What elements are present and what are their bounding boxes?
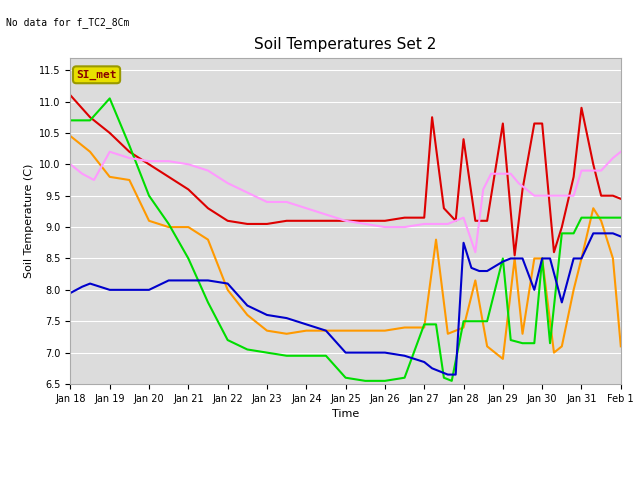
Text: SI_met: SI_met	[76, 70, 116, 80]
Title: Soil Temperatures Set 2: Soil Temperatures Set 2	[255, 37, 436, 52]
Text: No data for f_TC2_8Cm: No data for f_TC2_8Cm	[6, 17, 130, 28]
Y-axis label: Soil Temperature (C): Soil Temperature (C)	[24, 164, 34, 278]
X-axis label: Time: Time	[332, 409, 359, 419]
